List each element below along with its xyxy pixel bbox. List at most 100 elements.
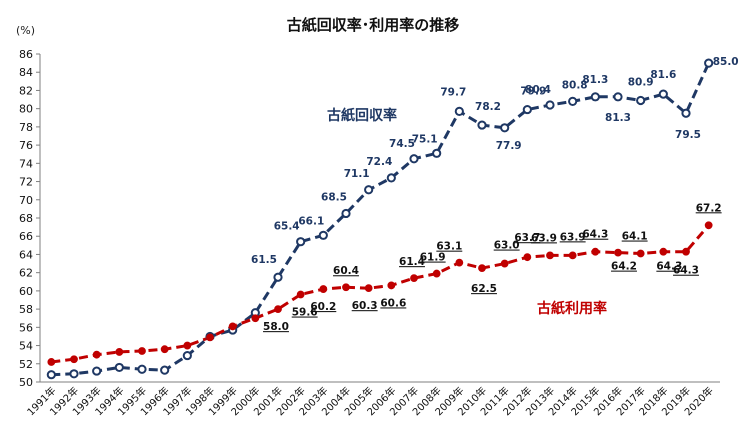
series-line-1 [51, 224, 710, 364]
series-label-utilization-rate: 古紙利用率 [537, 300, 607, 317]
series-label-recovery-rate: 古紙回収率 [327, 107, 397, 124]
y-tick-label: 86 [19, 48, 33, 61]
data-point-0-21 [522, 104, 532, 115]
data-point-0-23 [568, 96, 578, 106]
data-point-0-0 [46, 370, 56, 380]
data-point-1-18 [455, 258, 464, 267]
data-point-0-28 [681, 108, 691, 118]
y-tick-label: 74 [19, 157, 33, 170]
data-label-utilization: 63.9 [560, 231, 586, 243]
data-label-recovery: 61.5 [251, 254, 277, 266]
data-point-0-18 [454, 106, 464, 117]
data-label-utilization: 63.0 [494, 240, 520, 252]
y-axis-unit: (%) [16, 24, 35, 37]
data-label-recovery: 71.1 [344, 168, 370, 180]
data-label-utilization: 63.7 [514, 232, 540, 244]
data-label-utilization: 60.6 [380, 297, 406, 309]
y-tick-label: 76 [19, 139, 33, 152]
data-point-1-10 [274, 305, 282, 314]
y-tick-label: 58 [19, 303, 33, 316]
data-label-recovery: 77.9 [496, 140, 522, 152]
data-label-recovery: 80.8 [562, 79, 588, 91]
data-point-1-4 [138, 347, 146, 355]
y-tick-label: 52 [19, 358, 33, 371]
data-label-utilization: 64.3 [673, 265, 699, 277]
data-label-recovery: 65.4 [274, 221, 300, 233]
data-point-0-25 [613, 92, 623, 102]
data-point-1-24 [591, 247, 600, 256]
y-tick-label: 70 [19, 194, 33, 207]
data-point-0-11 [296, 237, 306, 247]
y-tick-label: 78 [19, 121, 33, 134]
data-point-1-15 [387, 281, 396, 290]
y-tick-label: 54 [19, 340, 33, 353]
data-label-recovery: 81.3 [605, 112, 631, 124]
data-label-recovery: 81.6 [650, 69, 676, 81]
data-point-1-6 [183, 341, 192, 350]
data-label-utilization: 59.6 [292, 307, 318, 319]
data-point-1-20 [500, 259, 509, 268]
series-markers [46, 58, 714, 380]
data-point-0-10 [273, 272, 283, 282]
data-point-0-19 [477, 120, 487, 130]
data-labels: 61.5 65.466.1 68.5 71.172.4 74.575.1 79.7 78.2… [251, 56, 739, 333]
data-label-utilization: 63.1 [436, 241, 462, 253]
data-label-recovery: 68.5 [321, 191, 347, 203]
data-label-utilization: 61.4 [399, 256, 425, 268]
data-label-utilization: 67.2 [696, 202, 722, 214]
data-point-0-24 [590, 92, 600, 102]
data-point-1-17 [432, 269, 441, 278]
data-label-recovery: 72.4 [366, 156, 392, 168]
data-point-1-26 [636, 249, 645, 258]
data-point-0-1 [69, 369, 79, 379]
data-point-0-29 [704, 58, 714, 68]
data-label-utilization: 60.3 [352, 300, 378, 312]
data-point-0-26 [636, 95, 646, 106]
data-label-utilization: 64.3 [656, 261, 682, 273]
data-point-1-16 [410, 274, 418, 283]
chart-title: 古紙回収率･利用率の推移 [287, 16, 460, 34]
data-label-utilization: 58.0 [263, 321, 289, 333]
data-point-1-3 [115, 348, 124, 356]
y-tick-label: 60 [19, 285, 33, 298]
data-point-1-11 [296, 290, 305, 299]
data-point-0-13 [341, 208, 351, 219]
data-label-utilization: 60.2 [310, 301, 336, 313]
data-label-utilization: 62.5 [471, 283, 497, 295]
data-point-1-14 [364, 284, 373, 293]
y-tick-label: 66 [19, 230, 33, 243]
y-tick-label: 80 [19, 103, 33, 116]
data-label-utilization: 61.9 [420, 252, 446, 264]
y-tick-label: 64 [19, 248, 33, 261]
data-point-0-15 [386, 173, 396, 183]
data-label-recovery: 79.7 [440, 86, 466, 98]
data-point-0-22 [545, 100, 555, 110]
data-point-1-5 [160, 345, 169, 354]
data-label-utilization: 64.3 [582, 229, 608, 241]
y-tick-label: 84 [19, 66, 33, 79]
data-point-1-0 [47, 358, 56, 366]
data-point-0-17 [432, 148, 442, 158]
data-point-1-1 [70, 355, 78, 364]
data-point-0-14 [364, 185, 374, 195]
data-point-1-23 [568, 251, 577, 260]
data-label-recovery: 85.0 [713, 56, 739, 68]
data-label-utilization: 64.1 [622, 231, 648, 243]
axes: 5052545658606264666870727476788082848619… [19, 48, 720, 418]
data-label-utilization: 60.4 [333, 265, 359, 277]
data-point-0-6 [182, 350, 192, 361]
data-label-recovery: 66.1 [298, 215, 324, 227]
data-point-1-9 [251, 314, 260, 323]
data-point-0-4 [137, 364, 147, 374]
data-point-1-12 [319, 285, 328, 293]
data-point-1-27 [659, 247, 668, 256]
data-label-recovery: 74.5 [389, 138, 415, 150]
data-point-1-7 [206, 333, 214, 342]
data-point-1-25 [614, 248, 622, 257]
data-label-utilization: 64.2 [611, 261, 637, 273]
y-tick-label: 68 [19, 212, 33, 225]
y-tick-label: 50 [19, 376, 33, 389]
data-point-0-20 [500, 123, 510, 133]
data-point-0-12 [318, 230, 328, 240]
data-point-1-19 [478, 264, 486, 273]
